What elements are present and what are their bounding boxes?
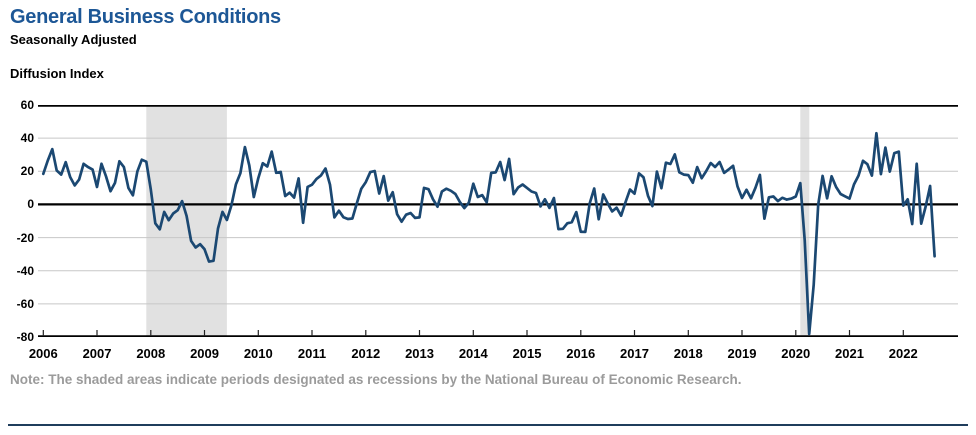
y-axis-tick-label: 40 [20, 131, 34, 146]
y-axis-tick-label: -80 [16, 330, 34, 344]
x-axis-tick-label: 2015 [512, 346, 542, 361]
x-axis-tick-label: 2018 [673, 346, 703, 361]
y-axis-tick-label: 0 [27, 197, 34, 212]
page-title: General Business Conditions [10, 6, 281, 28]
x-axis-tick-label: 2017 [620, 346, 649, 361]
x-axis-tick-label: 2022 [888, 346, 918, 361]
y-axis-tick-label: 60 [20, 98, 34, 112]
x-axis-tick-label: 2007 [82, 346, 112, 361]
x-axis-tick-label: 2014 [458, 346, 488, 361]
x-axis-tick-label: 2008 [136, 346, 166, 361]
recession-band [800, 105, 810, 337]
x-axis-tick-label: 2009 [190, 346, 219, 361]
y-axis-tick-label: -40 [16, 263, 34, 278]
y-axis-tick-label: -60 [16, 296, 34, 311]
x-axis-tick-label: 2010 [243, 346, 273, 361]
x-axis-tick-label: 2006 [28, 346, 58, 361]
x-axis-tick-label: 2016 [566, 346, 596, 361]
line-chart-svg [38, 104, 958, 338]
y-axis-tick-label: -20 [16, 230, 34, 245]
x-axis-tick-label: 2011 [297, 346, 327, 361]
x-axis-tick-label: 2012 [351, 346, 381, 361]
y-axis-tick-label: 20 [20, 164, 34, 179]
recession-note: Note: The shaded areas indicate periods … [10, 372, 742, 387]
x-axis-tick-label: 2020 [781, 346, 811, 361]
chart-subtitle: Seasonally Adjusted [10, 32, 137, 47]
x-axis-tick-label: 2021 [835, 346, 864, 361]
x-axis-tick-label: 2019 [727, 346, 757, 361]
y-axis-tick-labels: 60 40 20 0 -20 -40 -60 -80 [0, 0, 34, 435]
x-axis-tick-label: 2013 [405, 346, 434, 361]
data-line [41, 131, 936, 336]
plot-area [38, 104, 958, 338]
bottom-divider-line [8, 424, 968, 426]
y-axis-title: Diffusion Index [10, 66, 104, 81]
